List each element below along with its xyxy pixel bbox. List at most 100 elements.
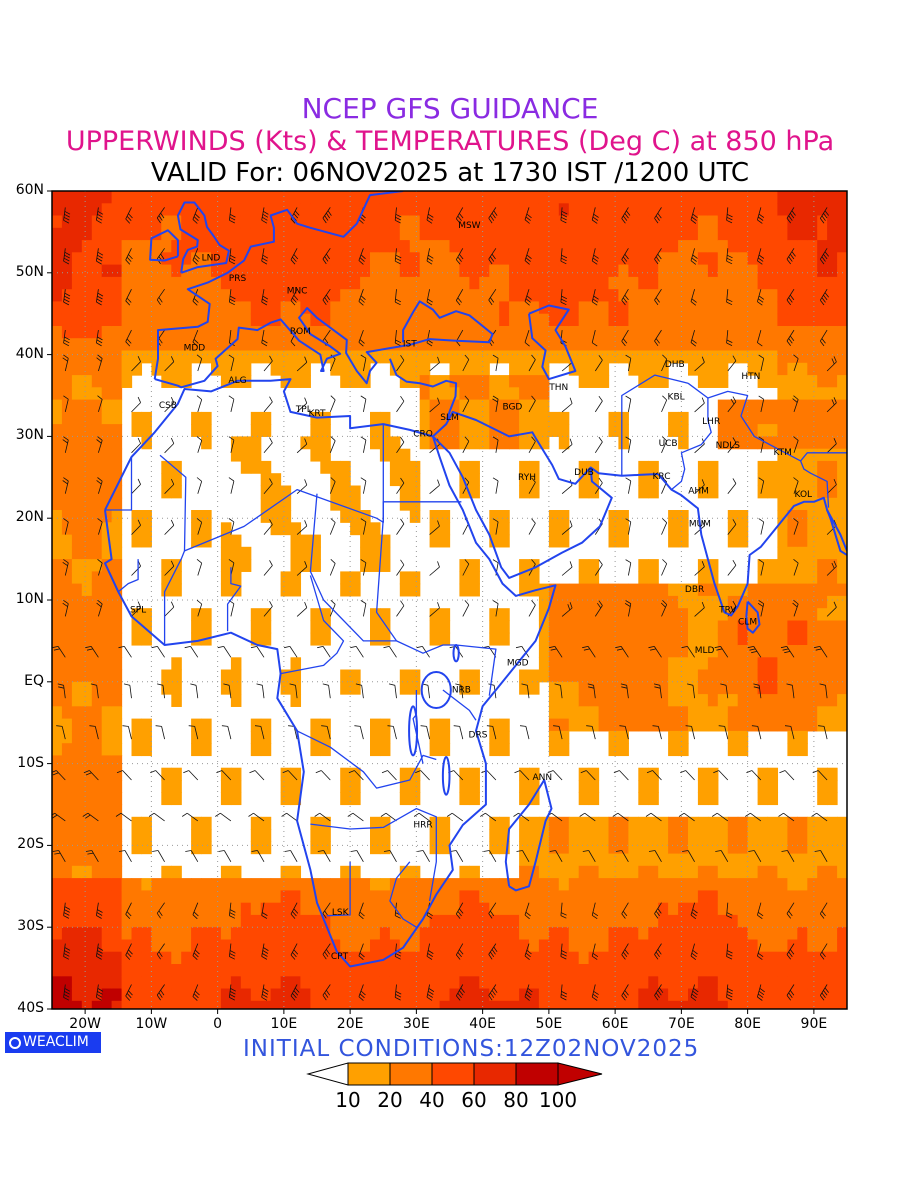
shade-cell bbox=[469, 227, 480, 241]
wind-barb bbox=[690, 902, 698, 920]
shade-cell bbox=[588, 767, 600, 781]
shade-cell bbox=[568, 215, 580, 229]
wind-barb bbox=[453, 725, 464, 740]
shade-cell bbox=[697, 939, 709, 953]
shade-cell bbox=[588, 571, 600, 585]
shade-cell bbox=[260, 276, 272, 290]
shade-cell bbox=[201, 620, 212, 634]
shade-cell bbox=[777, 473, 788, 487]
shade-cell bbox=[370, 313, 381, 327]
shade-cell bbox=[379, 976, 391, 990]
wind-barb bbox=[96, 354, 103, 372]
shade-cell bbox=[171, 865, 182, 879]
shade-cell bbox=[121, 215, 133, 229]
weaclim-logo: WEACLIM bbox=[5, 1032, 101, 1053]
shade-cell bbox=[340, 252, 351, 266]
shade-cell bbox=[827, 252, 838, 266]
shade-cell bbox=[827, 276, 838, 290]
shade-cell bbox=[300, 988, 311, 1002]
shade-cell bbox=[379, 620, 391, 634]
shade-cell bbox=[71, 645, 83, 658]
shade-cell bbox=[548, 927, 560, 941]
shade-cell bbox=[747, 694, 759, 707]
shade-cell bbox=[360, 191, 371, 204]
shade-cell bbox=[558, 326, 570, 339]
shade-cell bbox=[379, 313, 391, 327]
wind-barb bbox=[282, 770, 298, 781]
shade-cell bbox=[668, 1000, 679, 1009]
shade-cell bbox=[568, 890, 580, 904]
shade-cell bbox=[767, 424, 779, 437]
shade-cell bbox=[141, 927, 152, 941]
shade-cell bbox=[310, 203, 321, 217]
shade-cell bbox=[81, 522, 93, 536]
shade-cell bbox=[131, 215, 143, 229]
shade-cell bbox=[419, 387, 431, 401]
wind-barb bbox=[819, 984, 830, 1001]
shade-cell bbox=[61, 988, 73, 1002]
shade-cell bbox=[538, 902, 550, 916]
shade-cell bbox=[300, 350, 311, 364]
shade-cell bbox=[578, 595, 590, 609]
shade-cell bbox=[608, 534, 620, 548]
shade-cell bbox=[737, 240, 749, 253]
shade-cell bbox=[807, 448, 818, 462]
wind-barb bbox=[296, 479, 308, 494]
shade-cell bbox=[578, 264, 590, 278]
shade-cell bbox=[191, 632, 202, 646]
shade-cell bbox=[161, 313, 172, 327]
shade-cell bbox=[52, 252, 63, 266]
shade-cell bbox=[807, 313, 818, 327]
shade-cell bbox=[608, 313, 620, 327]
shade-cell bbox=[489, 522, 500, 536]
shade-cell bbox=[101, 289, 113, 303]
shade-cell bbox=[837, 1000, 847, 1009]
shade-cell bbox=[538, 326, 550, 339]
shade-cell bbox=[320, 301, 331, 315]
shade-cell bbox=[52, 264, 63, 278]
shade-cell bbox=[469, 215, 480, 229]
shade-cell bbox=[817, 485, 828, 499]
shade-cell bbox=[101, 424, 113, 437]
shade-cell bbox=[71, 522, 83, 536]
shade-cell bbox=[499, 326, 510, 339]
shade-cell bbox=[439, 988, 451, 1002]
wind-barb bbox=[486, 725, 497, 740]
shade-cell bbox=[240, 988, 252, 1002]
shade-cell bbox=[737, 841, 749, 855]
shade-cell bbox=[151, 878, 162, 891]
wind-barb bbox=[560, 289, 568, 306]
shade-cell bbox=[409, 976, 421, 990]
shade-cell bbox=[628, 1000, 639, 1009]
shade-cell bbox=[787, 313, 798, 327]
shade-cell bbox=[211, 227, 222, 241]
shade-cell bbox=[797, 534, 808, 548]
wind-barb bbox=[157, 683, 165, 699]
shade-cell bbox=[638, 301, 649, 315]
shade-cell bbox=[111, 767, 123, 781]
shade-cell bbox=[240, 264, 252, 278]
shade-cell bbox=[81, 264, 93, 278]
shade-cell bbox=[250, 276, 262, 290]
shade-cell bbox=[638, 338, 649, 352]
shade-cell bbox=[52, 424, 63, 437]
shade-cell bbox=[787, 289, 798, 303]
shade-cell bbox=[220, 534, 232, 548]
wind-barb bbox=[192, 984, 200, 1001]
shade-cell bbox=[161, 289, 172, 303]
wind-barb bbox=[726, 984, 733, 1001]
shade-cell bbox=[91, 399, 103, 413]
shade-cell bbox=[270, 939, 282, 953]
shade-cell bbox=[121, 276, 133, 290]
shade-cell bbox=[71, 338, 83, 352]
shade-cell bbox=[101, 583, 113, 597]
shade-cell bbox=[121, 326, 133, 339]
shade-cell bbox=[131, 902, 143, 916]
shade-cell bbox=[787, 436, 798, 450]
shade-cell bbox=[81, 240, 93, 253]
shade-cell bbox=[688, 583, 699, 597]
wind-barb bbox=[96, 984, 104, 1001]
shade-cell bbox=[648, 865, 659, 879]
shade-cell bbox=[171, 252, 182, 266]
shade-cell bbox=[618, 1000, 629, 1009]
